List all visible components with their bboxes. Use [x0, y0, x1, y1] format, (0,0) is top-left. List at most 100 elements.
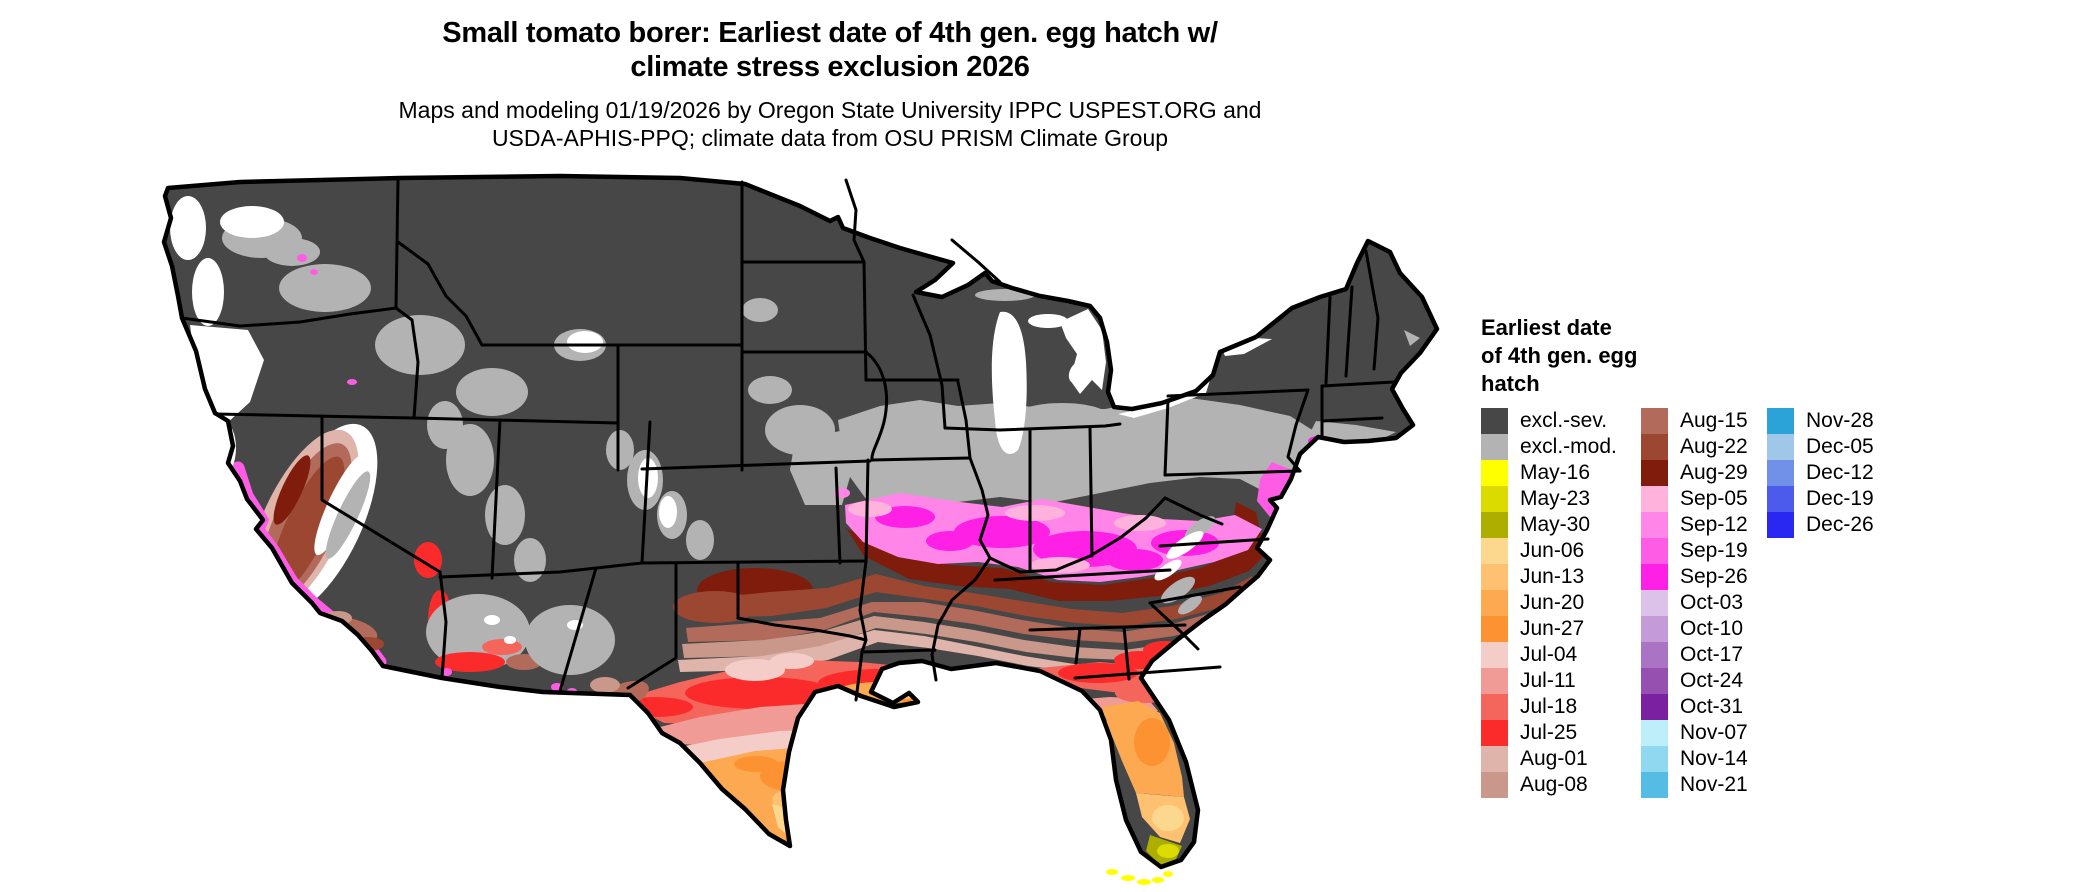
legend-entry: Oct-10: [1641, 616, 1767, 642]
legend-entry: May-23: [1481, 486, 1641, 512]
legend-entry-label: Aug-29: [1680, 461, 1748, 484]
legend-swatch: [1481, 486, 1508, 512]
legend-swatch: [1641, 590, 1668, 616]
legend-entry: excl.-mod.: [1481, 434, 1641, 460]
legend-swatch: [1481, 772, 1508, 798]
legend-entry-label: Nov-21: [1680, 773, 1748, 796]
legend-entry: Oct-03: [1641, 590, 1767, 616]
legend-entry-label: Nov-28: [1806, 409, 1874, 432]
legend-swatch: [1641, 642, 1668, 668]
legend-entry: Nov-21: [1641, 772, 1767, 798]
map-legend: Earliest date of 4th gen. egg hatch excl…: [1481, 314, 1941, 798]
legend-entry-label: Oct-31: [1680, 695, 1744, 718]
legend-swatch: [1767, 408, 1794, 434]
legend-entry: Oct-24: [1641, 668, 1767, 694]
legend-entry-label: Oct-10: [1680, 617, 1744, 640]
legend-entry-label: Dec-19: [1806, 487, 1874, 510]
legend-entry-label: Aug-22: [1680, 435, 1748, 458]
legend-swatch: [1481, 590, 1508, 616]
legend-swatch: [1481, 408, 1508, 434]
legend-swatch: [1481, 746, 1508, 772]
florida-keys: [1106, 869, 1173, 885]
legend-swatch: [1767, 434, 1794, 460]
legend-swatch: [1641, 408, 1668, 434]
legend-entry-label: Oct-24: [1680, 669, 1744, 692]
legend-swatch: [1641, 694, 1668, 720]
legend-entry: Jul-18: [1481, 694, 1641, 720]
legend-entry-label: May-30: [1520, 513, 1591, 536]
legend-entry: Nov-28: [1767, 408, 1917, 434]
legend-swatch: [1641, 720, 1668, 746]
legend-entry-label: Dec-26: [1806, 513, 1874, 536]
legend-swatch: [1481, 642, 1508, 668]
map-title-line2: climate stress exclusion 2026: [630, 51, 1030, 83]
legend-entry: Jul-25: [1481, 720, 1641, 746]
legend-swatch: [1767, 512, 1794, 538]
legend-entry-label: Oct-17: [1680, 643, 1744, 666]
legend-column: Aug-15 Aug-22 Aug-29 Sep-05 Sep-12 Sep-19 Sep-…: [1641, 408, 1767, 798]
legend-swatch: [1641, 772, 1668, 798]
map-subtitle-line2: USDA-APHIS-PPQ; climate data from OSU PR…: [491, 125, 1169, 151]
legend-swatch: [1481, 434, 1508, 460]
legend-swatch: [1641, 434, 1668, 460]
legend-entry: Jun-20: [1481, 590, 1641, 616]
legend-entry: Nov-07: [1641, 720, 1767, 746]
region-florida: [1102, 683, 1190, 865]
legend-entry-label: Jul-25: [1520, 721, 1578, 744]
map-subtitle-line1: Maps and modeling 01/19/2026 by Oregon S…: [398, 97, 1262, 123]
legend-entry: Nov-14: [1641, 746, 1767, 772]
legend-swatch: [1481, 538, 1508, 564]
legend-column: Nov-28 Dec-05 Dec-12 Dec-19 Dec-26: [1767, 408, 1917, 538]
legend-entry-label: Jun-27: [1520, 617, 1585, 640]
legend-entry-label: Jun-06: [1520, 539, 1585, 562]
region-desert-southwest: [414, 542, 654, 750]
legend-entry-label: Jul-11: [1520, 669, 1576, 692]
legend-entry: May-16: [1481, 460, 1641, 486]
legend-entry: Sep-12: [1641, 512, 1767, 538]
legend-swatch: [1481, 694, 1508, 720]
legend-entry-label: Oct-03: [1680, 591, 1744, 614]
legend-entry-label: Sep-26: [1680, 565, 1748, 588]
legend-entry: Aug-29: [1641, 460, 1767, 486]
legend-entry: Jun-27: [1481, 616, 1641, 642]
legend-entry: Dec-12: [1767, 460, 1917, 486]
state-borders: [180, 177, 1396, 702]
legend-entry-label: Dec-05: [1806, 435, 1874, 458]
legend-entry: Aug-01: [1481, 746, 1641, 772]
legend-entry-label: Sep-19: [1680, 539, 1748, 562]
us-outline: [161, 173, 1440, 870]
legend-entry-label: Jul-04: [1520, 643, 1578, 666]
legend-columns: excl.-sev. excl.-mod. May-16 May-23 May-30 Ju…: [1481, 408, 1941, 798]
legend-entry-label: excl.-mod.: [1520, 435, 1617, 458]
legend-swatch: [1481, 668, 1508, 694]
legend-entry: Oct-17: [1641, 642, 1767, 668]
legend-entry: Dec-05: [1767, 434, 1917, 460]
legend-entry: Aug-08: [1481, 772, 1641, 798]
legend-entry: Sep-26: [1641, 564, 1767, 590]
legend-entry-label: Sep-05: [1680, 487, 1748, 510]
map-title: Small tomato borer: Earliest date of 4th…: [130, 16, 1530, 84]
legend-entry-label: May-23: [1520, 487, 1591, 510]
legend-entry-label: excl.-sev.: [1520, 409, 1608, 432]
region-excluded-moderate-band: [838, 398, 1322, 509]
legend-swatch: [1641, 668, 1668, 694]
legend-column: excl.-sev. excl.-mod. May-16 May-23 May-30 Ju…: [1481, 408, 1641, 798]
legend-entry: Oct-31: [1641, 694, 1767, 720]
title-block: Small tomato borer: Earliest date of 4th…: [130, 16, 1530, 152]
legend-entry-label: Sep-12: [1680, 513, 1748, 536]
legend-swatch: [1641, 564, 1668, 590]
legend-swatch: [1641, 486, 1668, 512]
legend-swatch: [1481, 616, 1508, 642]
legend-title: Earliest date of 4th gen. egg hatch: [1481, 315, 1638, 396]
legend-entry: Jun-06: [1481, 538, 1641, 564]
legend-entry: Sep-19: [1641, 538, 1767, 564]
legend-entry-label: Nov-14: [1680, 747, 1748, 770]
map-subtitle: Maps and modeling 01/19/2026 by Oregon S…: [130, 96, 1530, 152]
legend-swatch: [1641, 616, 1668, 642]
legend-swatch: [1641, 512, 1668, 538]
map-title-line1: Small tomato borer: Earliest date of 4th…: [442, 17, 1218, 49]
legend-entry-label: Nov-07: [1680, 721, 1748, 744]
legend-entry: Jul-04: [1481, 642, 1641, 668]
